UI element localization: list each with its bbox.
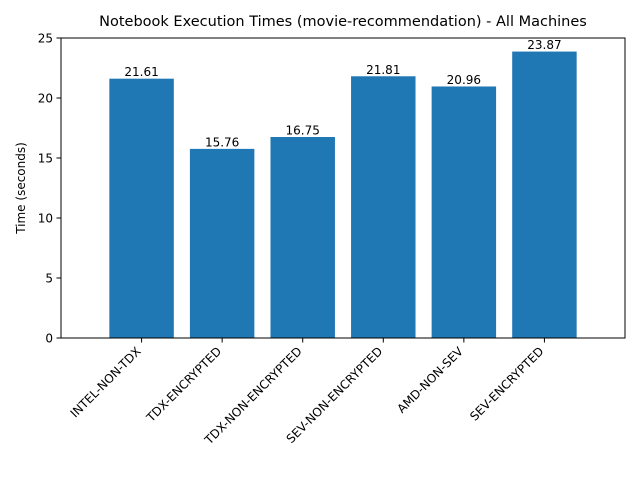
y-tick-label: 10 (38, 212, 53, 226)
x-axis: INTEL-NON-TDX TDX-ENCRYPTEDTDX-NON-ENCRYP… (68, 338, 547, 448)
bar-value-label: 15.76 (205, 135, 239, 149)
bar-sev-encrypted (512, 51, 577, 339)
y-tick-label: 0 (45, 332, 53, 346)
bar-tdx-non-encrypted (270, 137, 335, 338)
bar-tdx-encrypted (189, 148, 255, 338)
plot-area-frame (60, 37, 626, 339)
bar-value-label: 16.75 (286, 124, 320, 138)
bar-value-label: 21.61 (124, 65, 158, 79)
y-tick-label: 15 (38, 152, 53, 166)
chart-title: Notebook Execution Times (movie-recommen… (99, 14, 587, 30)
bar-value-label: 20.96 (447, 73, 481, 87)
bar-intel-non-tdx (109, 78, 174, 339)
value-labels-group: 21.61 15.76 16.75 21.81 20.96 23.87 (124, 38, 561, 149)
x-tick-label: SEV-ENCRYPTED (467, 344, 546, 423)
bar-value-label: 21.81 (366, 63, 400, 77)
y-tick-label: 5 (45, 272, 53, 286)
y-axis-label: Time (seconds) (14, 142, 28, 235)
y-axis: 0 5 10 15 20 25 (38, 32, 61, 346)
bar-sev-non-encrypted (351, 76, 416, 338)
bars-group (109, 51, 577, 339)
x-tick-label: INTEL-NON-TDX (68, 344, 144, 420)
bar-value-label: 23.87 (527, 38, 561, 52)
x-tick-label: AMD-NON-SEV (394, 344, 466, 416)
bar-amd-non-sev (431, 86, 497, 338)
y-tick-label: 20 (38, 92, 53, 106)
x-tick-label: TDX-ENCRYPTED (143, 344, 224, 425)
y-tick-label: 25 (38, 32, 53, 46)
